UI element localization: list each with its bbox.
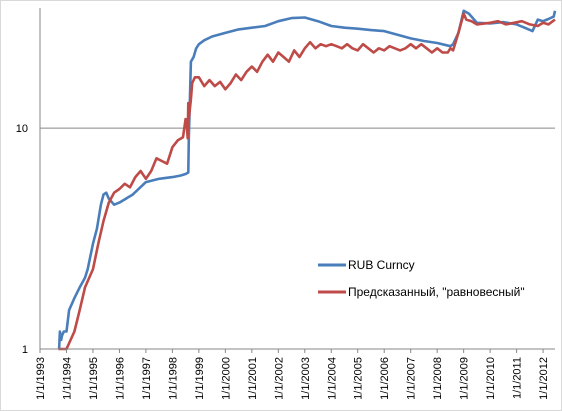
y-tick-label: 1: [22, 344, 28, 356]
x-tick-label: 1/1/2008: [432, 357, 444, 400]
x-tick-label: 1/1/2009: [459, 357, 471, 400]
x-tick-label: 1/1/2005: [353, 357, 365, 400]
x-tick-label: 1/1/2012: [538, 357, 550, 400]
x-tick-label: 1/1/1997: [141, 357, 153, 400]
x-tick-label: 1/1/1998: [167, 357, 179, 400]
x-tick-label: 1/1/1996: [114, 357, 126, 400]
x-tick-label: 1/1/2001: [247, 357, 259, 400]
x-tick-label: 1/1/1993: [35, 357, 47, 400]
x-tick-label: 1/1/2003: [300, 357, 312, 400]
y-tick-label: 10: [16, 123, 28, 135]
x-tick-label: 1/1/2011: [512, 357, 524, 399]
x-tick-label: 1/1/1994: [61, 357, 73, 400]
legend-label: Предсказанный, "равновесный": [348, 285, 525, 299]
x-tick-label: 1/1/1999: [194, 357, 206, 400]
x-tick-label: 1/1/2007: [406, 357, 418, 400]
x-tick-label: 1/1/2002: [273, 357, 285, 400]
x-tick-label: 1/1/1995: [88, 357, 100, 400]
x-tick-label: 1/1/2000: [220, 357, 232, 400]
x-tick-label: 1/1/2004: [326, 357, 338, 400]
x-tick-label: 1/1/2010: [485, 357, 497, 400]
legend-label: RUB Curncy: [348, 258, 415, 272]
x-tick-label: 1/1/2006: [379, 357, 391, 400]
